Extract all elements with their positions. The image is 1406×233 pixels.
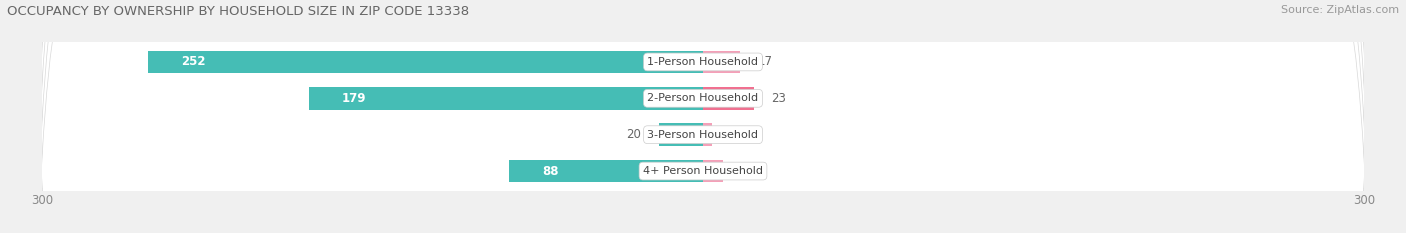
FancyBboxPatch shape — [31, 0, 1375, 233]
Bar — [148, 51, 703, 73]
FancyBboxPatch shape — [31, 0, 1375, 233]
Text: 88: 88 — [543, 164, 558, 178]
Bar — [703, 160, 723, 182]
Text: 179: 179 — [342, 92, 366, 105]
Text: 20: 20 — [627, 128, 641, 141]
Text: 23: 23 — [772, 92, 786, 105]
Text: OCCUPANCY BY OWNERSHIP BY HOUSEHOLD SIZE IN ZIP CODE 13338: OCCUPANCY BY OWNERSHIP BY HOUSEHOLD SIZE… — [7, 5, 470, 18]
Text: Source: ZipAtlas.com: Source: ZipAtlas.com — [1281, 5, 1399, 15]
Text: 252: 252 — [181, 55, 205, 69]
FancyBboxPatch shape — [31, 0, 1375, 233]
Text: 9: 9 — [741, 164, 748, 178]
Bar — [509, 160, 703, 182]
Text: 17: 17 — [758, 55, 773, 69]
FancyBboxPatch shape — [31, 0, 1375, 233]
Text: 4+ Person Household: 4+ Person Household — [643, 166, 763, 176]
Bar — [703, 123, 711, 146]
Bar — [703, 51, 741, 73]
Bar — [659, 123, 703, 146]
Text: 2-Person Household: 2-Person Household — [647, 93, 759, 103]
Text: 3-Person Household: 3-Person Household — [648, 130, 758, 140]
Text: 4: 4 — [730, 128, 737, 141]
Bar — [703, 87, 754, 110]
Bar — [309, 87, 703, 110]
Text: 1-Person Household: 1-Person Household — [648, 57, 758, 67]
